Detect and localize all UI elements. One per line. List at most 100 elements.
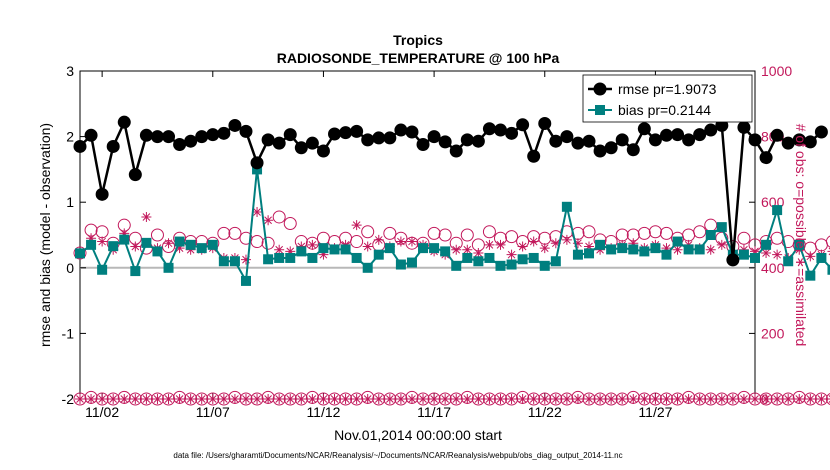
bias-point [639, 246, 650, 257]
obs-possible-point [682, 228, 696, 242]
obs-assimilated-point [141, 394, 152, 404]
bias-point [761, 239, 772, 250]
obs-assimilated-point [495, 394, 506, 404]
obs-possible-point [814, 392, 828, 406]
bias-point [196, 243, 207, 254]
obs-possible-point [814, 238, 828, 252]
obs-assimilated-point [561, 394, 572, 404]
bias-point [174, 236, 185, 247]
obs-assimilated-point [218, 394, 229, 404]
y-tick-label: -1 [62, 325, 75, 341]
bias-series [75, 164, 830, 286]
obs-assimilated-point [152, 394, 163, 404]
obs-possible-point [383, 392, 397, 406]
rmse-point [305, 136, 319, 150]
rmse-point [637, 122, 651, 136]
obs-assimilated-point [196, 394, 207, 404]
obs-possible-point [726, 392, 740, 406]
obs-assimilated-point [661, 243, 672, 254]
obs-possible-point [106, 392, 120, 406]
obs-assimilated-point [240, 394, 251, 404]
obs-assimilated-point [429, 394, 440, 404]
obs-assimilated-point [716, 239, 727, 250]
obs-assimilated-point [783, 394, 794, 404]
obs-assimilated-point [329, 394, 340, 404]
rmse-point [748, 133, 762, 147]
obs-assimilated-point [252, 394, 263, 404]
bias-point [440, 246, 451, 257]
obs-possible-point [770, 392, 784, 406]
obs-assimilated-point [274, 244, 285, 255]
obs-possible-point [648, 225, 662, 239]
obs-possible-point [493, 392, 507, 406]
rmse-point [383, 131, 397, 145]
rmse-point [339, 126, 353, 140]
legend-bias-marker [595, 105, 605, 115]
rmse-point [195, 130, 209, 144]
rmse-point [704, 123, 718, 137]
rmse-series [73, 115, 828, 267]
rmse-point [95, 187, 109, 201]
bias-point [572, 249, 583, 260]
obs-possible-point [294, 392, 308, 406]
rmse-point [593, 144, 607, 158]
rmse-point [814, 125, 828, 139]
rmse-point [604, 141, 618, 155]
bias-point [738, 249, 749, 260]
obs-assimilated-point [119, 228, 130, 239]
bias-point [606, 244, 617, 255]
obs-possible-point [272, 210, 286, 224]
bias-point [473, 256, 484, 267]
rmse-point [272, 136, 286, 150]
bias-point [263, 254, 274, 265]
obs-possible-point [95, 225, 109, 239]
obs-possible-point [272, 392, 286, 406]
obs-assimilated-point [130, 241, 141, 252]
x-tick-label: 11/02 [85, 404, 119, 420]
obs-possible-point [350, 392, 364, 406]
rmse-point [449, 144, 463, 158]
obs-possible-point [781, 392, 795, 406]
obs-assimilated-point [395, 394, 406, 404]
bias-point [108, 241, 119, 252]
bias-point [716, 222, 727, 233]
rmse-point [261, 133, 275, 147]
bias-point [130, 266, 141, 277]
obs-possible-point [659, 392, 673, 406]
bias-point [528, 252, 539, 263]
obs-possible-point [482, 225, 496, 239]
obs-possible-point [471, 392, 485, 406]
obs-assimilated-point [517, 241, 528, 252]
obs-possible-point [350, 235, 364, 249]
obs-possible-point [394, 392, 408, 406]
obs-assimilated-point [495, 239, 506, 250]
rmse-point [527, 149, 541, 163]
obs-possible-point [582, 392, 596, 406]
obs-assimilated-point [451, 244, 462, 255]
bias-point [318, 243, 329, 254]
y-right-tick-label: 1000 [761, 63, 792, 79]
y-tick-label: 0 [66, 260, 74, 276]
obs-assimilated-point [672, 244, 683, 255]
rmse-point [73, 139, 87, 153]
obs-possible-point [239, 392, 253, 406]
obs-assimilated-point [373, 394, 384, 404]
obs-assimilated-point [97, 236, 108, 247]
bias-point [628, 244, 639, 255]
bias-point [451, 260, 462, 271]
obs-possible-point [693, 392, 707, 406]
bias-point [285, 252, 296, 263]
obs-possible-point [648, 392, 662, 406]
bias-point [429, 243, 440, 254]
obs-possible-point [803, 392, 817, 406]
obs-assimilated-point [373, 234, 384, 245]
obs-possible-point [438, 392, 452, 406]
obs-assimilated-point [384, 394, 395, 404]
obs-possible-point [217, 226, 231, 240]
obs-assimilated-point [650, 394, 661, 404]
obs-possible-point [438, 228, 452, 242]
bias-point [340, 244, 351, 255]
obs-assimilated-point [761, 248, 772, 259]
rmse-point [438, 135, 452, 149]
obs-assimilated-point [750, 246, 760, 257]
